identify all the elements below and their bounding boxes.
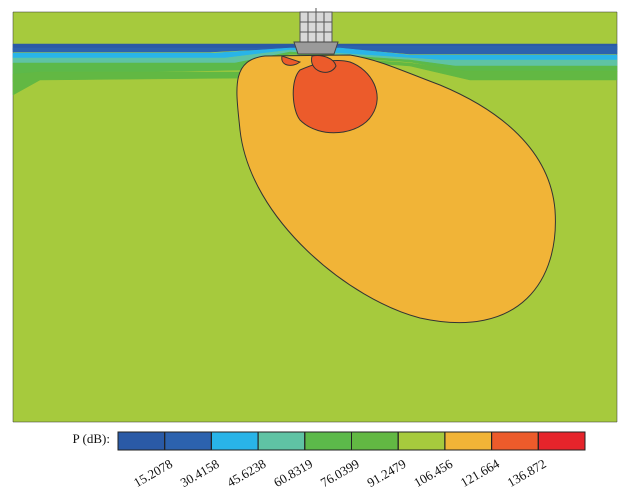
colorbar-tick-label: 136.872: [505, 456, 549, 490]
colorbar-label: P (dB):: [73, 431, 110, 446]
colorbar-tick-label: 91.2479: [364, 456, 408, 490]
colorbar-tick-label: 15.2078: [131, 456, 175, 490]
colorbar: 15.2078 30.4158 45.6238 60.8319 76.0399 91.24…: [117, 431, 586, 490]
contour-region: [281, 55, 302, 66]
contour-region: [292, 59, 378, 134]
colorbar-tick-label: 30.4158: [178, 456, 222, 490]
colorbar-cell: [397, 431, 446, 451]
colorbar-cell: [491, 431, 539, 451]
ship-icon: [293, 8, 339, 55]
colorbar-cell: [210, 431, 259, 451]
colorbar-cell: [304, 431, 352, 451]
colorbar-tick-label: 121.664: [458, 456, 503, 490]
colorbar-cell: [444, 431, 493, 451]
colorbar-cell: [351, 431, 399, 451]
colorbar-cell: [117, 431, 166, 451]
contour-regions: [12, 11, 618, 423]
contour-region: [311, 55, 337, 73]
colorbar-tick-label: 45.6238: [224, 456, 268, 490]
colorbar-tick-label: 76.0399: [318, 456, 362, 490]
colorbar-cell: [257, 431, 306, 451]
colorbar-tick-label: 106.456: [411, 456, 456, 490]
colorbar-tick-label: 60.8319: [271, 456, 315, 490]
colorbar-cell: [164, 431, 212, 451]
colorbar-cell: [537, 431, 586, 451]
